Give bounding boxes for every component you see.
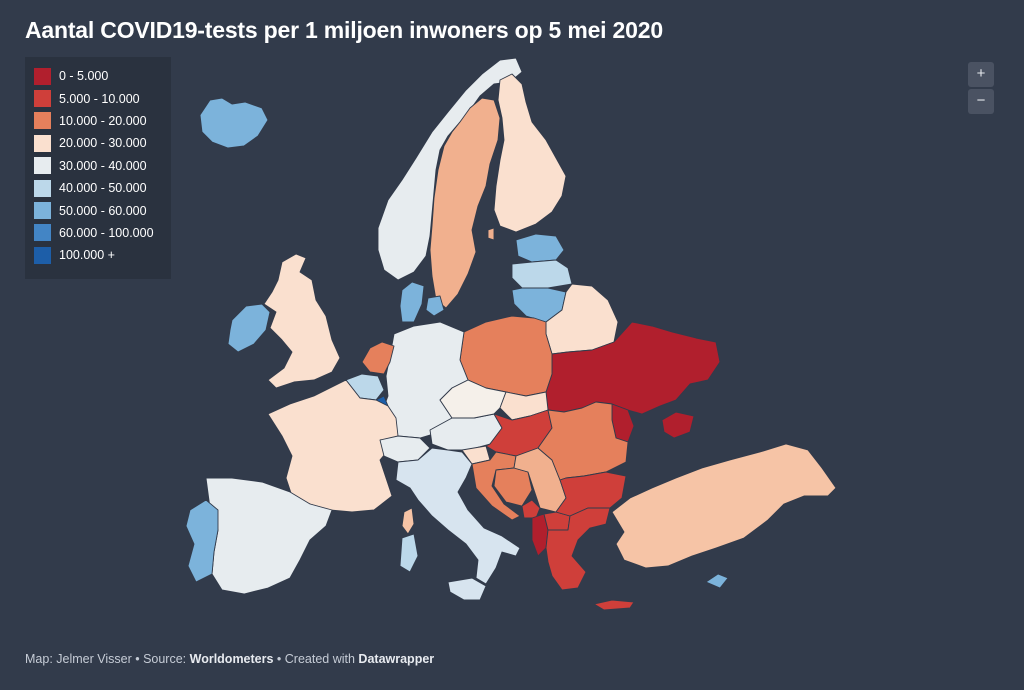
legend-swatch — [34, 67, 51, 85]
country-finland[interactable] — [493, 73, 567, 233]
island-sardinia[interactable] — [399, 533, 419, 573]
footer-credits: Map: Jelmer Visser • Source: Worldometer… — [25, 652, 434, 666]
legend-label: 0 - 5.000 — [59, 69, 109, 84]
legend-label: 20.000 - 30.000 — [59, 136, 147, 151]
legend-label: 60.000 - 100.000 — [59, 225, 154, 240]
island-crete[interactable] — [593, 599, 635, 611]
legend-swatch — [34, 224, 51, 242]
legend-label: 10.000 - 20.000 — [59, 113, 147, 128]
legend-swatch — [34, 202, 51, 220]
island-corsica[interactable] — [401, 507, 415, 535]
country-turkey[interactable] — [611, 443, 837, 569]
legend-label: 30.000 - 40.000 — [59, 158, 147, 173]
legend-item: 5.000 - 10.000 — [25, 87, 171, 109]
legend-label: 40.000 - 50.000 — [59, 181, 147, 196]
legend-label: 100.000 + — [59, 248, 115, 263]
country-cyprus[interactable] — [705, 573, 729, 589]
legend-swatch — [34, 246, 51, 264]
footer-map-credit: Map: Jelmer Visser • Source: — [25, 652, 190, 666]
country-united-kingdom[interactable] — [263, 253, 341, 389]
country-ireland[interactable] — [227, 303, 271, 353]
country-croatia[interactable] — [471, 451, 521, 521]
island-sicily[interactable] — [447, 577, 487, 601]
map-title: Aantal COVID19-tests per 1 miljoen inwon… — [25, 17, 663, 43]
country-france[interactable] — [267, 379, 399, 513]
legend-item: 30.000 - 40.000 — [25, 155, 171, 177]
legend-swatch — [34, 179, 51, 197]
legend-item: 10.000 - 20.000 — [25, 110, 171, 132]
country-denmark[interactable] — [399, 281, 445, 323]
footer-source-link[interactable]: Worldometers — [189, 652, 274, 666]
legend-item: 0 - 5.000 — [25, 65, 171, 87]
country-estonia[interactable] — [515, 233, 565, 263]
zoom-out-button[interactable]: − — [968, 89, 994, 114]
legend-label: 5.000 - 10.000 — [59, 91, 140, 106]
legend-label: 50.000 - 60.000 — [59, 203, 147, 218]
footer-created-with: • Created with — [273, 652, 359, 666]
zoom-in-button[interactable]: + — [968, 62, 994, 87]
legend-swatch — [34, 112, 51, 130]
country-latvia[interactable] — [511, 259, 573, 289]
country-portugal[interactable] — [185, 499, 219, 583]
legend-swatch — [34, 90, 51, 108]
island-gotland[interactable] — [487, 227, 495, 241]
country-bulgaria[interactable] — [555, 471, 627, 517]
legend-item: 100.000 + — [25, 244, 171, 266]
legend-item: 60.000 - 100.000 — [25, 222, 171, 244]
legend-swatch — [34, 157, 51, 175]
legend: 0 - 5.000 5.000 - 10.000 10.000 - 20.000 20… — [25, 57, 171, 279]
legend-swatch — [34, 134, 51, 152]
footer-tool-link[interactable]: Datawrapper — [358, 652, 435, 666]
legend-item: 50.000 - 60.000 — [25, 199, 171, 221]
country-italy[interactable] — [395, 447, 521, 585]
country-netherlands[interactable] — [361, 341, 395, 375]
legend-item: 20.000 - 30.000 — [25, 132, 171, 154]
country-norway[interactable] — [377, 57, 523, 281]
legend-item: 40.000 - 50.000 — [25, 177, 171, 199]
country-sweden[interactable] — [429, 97, 501, 309]
country-greece[interactable] — [545, 507, 611, 591]
country-iceland[interactable] — [199, 97, 269, 149]
country-switzerland[interactable] — [379, 435, 431, 463]
country-montenegro[interactable] — [521, 499, 541, 519]
region-crimea[interactable] — [661, 411, 695, 439]
